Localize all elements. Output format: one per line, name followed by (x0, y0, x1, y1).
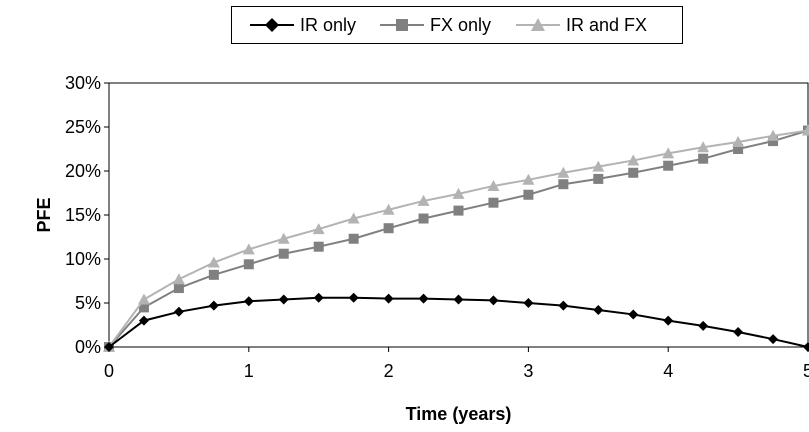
point-ir-and-fx (767, 129, 780, 141)
point-ir-only (803, 342, 809, 352)
point-ir-only (558, 300, 569, 311)
point-ir-only (523, 298, 534, 308)
point-ir-only (173, 306, 184, 317)
point-fx-only (208, 269, 219, 280)
point-ir-and-fx (382, 203, 395, 215)
point-ir-only (313, 292, 324, 303)
point-ir-only (593, 305, 604, 316)
point-fx-only (173, 283, 184, 294)
point-ir-only (418, 293, 429, 304)
legend-label-fx-only: FX only (430, 14, 492, 35)
point-ir-and-fx (732, 135, 745, 147)
point-fx-only (663, 160, 674, 171)
point-ir-and-fx (347, 212, 360, 224)
point-ir-only (243, 296, 254, 307)
point-fx-only (138, 302, 149, 313)
point-ir-only (383, 293, 394, 304)
legend: IR only FX only IR and FX (231, 6, 683, 44)
x-tick-label: 4 (663, 361, 673, 381)
point-ir-only (698, 320, 709, 331)
legend-item-ir-only: IR only (248, 7, 356, 43)
point-ir-and-fx (662, 147, 675, 159)
point-ir-only (733, 327, 744, 338)
point-ir-only (208, 300, 219, 311)
x-tick-label: 1 (244, 361, 254, 381)
point-ir-and-fx (487, 179, 500, 191)
point-fx-only (488, 197, 499, 208)
x-axis-label: Time (years) (406, 404, 512, 424)
point-ir-and-fx (627, 154, 640, 166)
point-ir-and-fx (137, 293, 150, 305)
point-fx-only (383, 223, 394, 234)
point-ir-and-fx (802, 124, 809, 136)
point-ir-and-fx (592, 160, 605, 172)
y-tick-label: 25% (65, 117, 101, 137)
point-fx-only (558, 179, 569, 190)
point-fx-only (278, 248, 289, 259)
point-fx-only (698, 153, 709, 164)
point-fx-only (733, 144, 744, 154)
point-ir-only (453, 294, 464, 305)
point-ir-and-fx (172, 273, 185, 285)
point-ir-and-fx (452, 187, 465, 199)
point-ir-and-fx (417, 194, 430, 206)
y-tick-label: 10% (65, 249, 101, 269)
legend-item-ir-and-fx: IR and FX (514, 7, 647, 43)
y-tick-label: 5% (75, 293, 101, 313)
y-tick-label: 20% (65, 161, 101, 181)
legend-label-ir-and-fx: IR and FX (566, 14, 648, 35)
legend-swatch-ir-only (250, 18, 294, 32)
point-ir-and-fx (697, 141, 710, 153)
y-axis-label: PFE (34, 197, 54, 232)
point-ir-only (628, 309, 639, 320)
point-fx-only (768, 136, 779, 147)
legend-swatch-fx-only (380, 19, 424, 31)
y-tick-label: 0% (75, 337, 101, 357)
point-ir-and-fx (557, 166, 570, 178)
x-tick-label: 3 (523, 361, 533, 381)
point-ir-only (488, 295, 499, 306)
point-ir-and-fx (312, 223, 325, 235)
point-ir-and-fx (242, 243, 255, 255)
point-fx-only (243, 259, 254, 270)
point-fx-only (523, 189, 534, 200)
point-fx-only (313, 241, 324, 252)
point-ir-only (278, 294, 289, 305)
legend-swatch-ir-and-fx (516, 18, 560, 31)
y-tick-label: 30% (65, 73, 101, 93)
point-fx-only (348, 233, 359, 244)
x-tick-label: 5 (803, 361, 809, 381)
point-ir-only (104, 342, 114, 352)
point-ir-and-fx (207, 256, 220, 268)
point-ir-only (348, 292, 359, 303)
point-ir-only (663, 315, 674, 326)
x-tick-label: 2 (384, 361, 394, 381)
point-fx-only (418, 213, 429, 224)
point-ir-and-fx (277, 232, 290, 244)
point-ir-and-fx (522, 173, 535, 185)
point-fx-only (628, 167, 639, 178)
legend-label-ir-only: IR only (300, 14, 357, 35)
point-ir-only (138, 315, 149, 326)
point-fx-only (593, 173, 604, 184)
y-tick-label: 15% (65, 205, 101, 225)
x-tick-label: 0 (104, 361, 114, 381)
legend-item-fx-only: FX only (378, 7, 491, 43)
point-fx-only (453, 205, 464, 216)
point-ir-only (768, 334, 779, 345)
